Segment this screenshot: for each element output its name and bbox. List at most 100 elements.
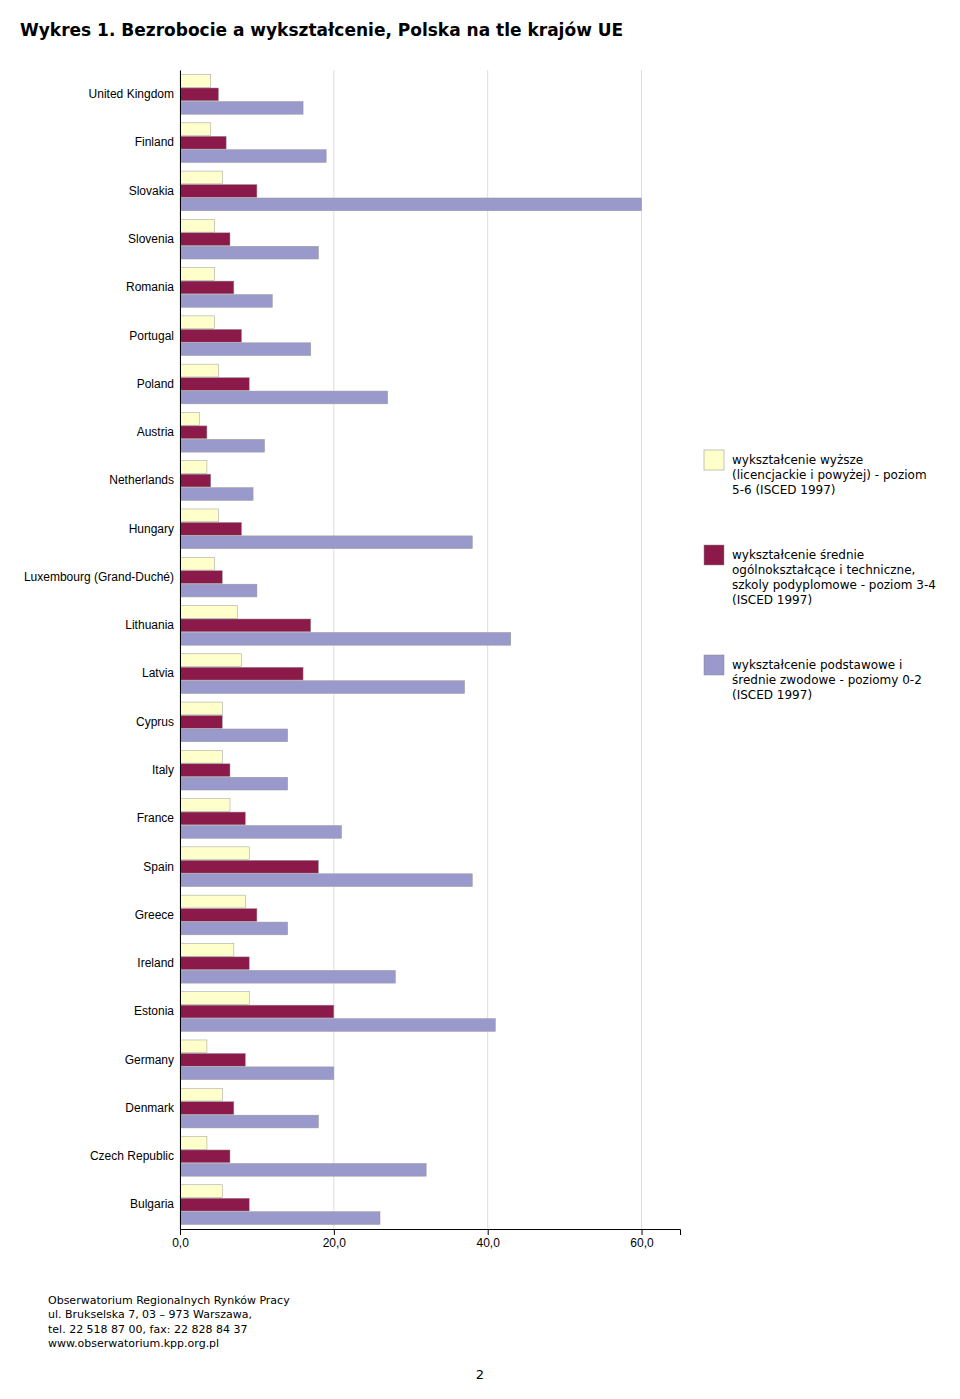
y-tick-label: Greece [135,908,175,922]
y-tick: United Kingdom [89,87,174,101]
y-tick: Denmark [125,1101,175,1115]
bar [180,943,234,956]
y-tick-label: Lithuania [125,618,174,632]
y-tick-label: Slovakia [129,184,175,198]
x-tick-mark [334,1229,335,1235]
y-axis-line [180,71,181,1230]
x-tick-label: 60,0 [630,1236,654,1250]
bar [180,729,288,742]
footer-text: Obserwatorium Regionalnych Rynków Pracyu… [48,1294,290,1350]
y-tick: Poland [137,377,174,391]
y-tick: Czech Republic [90,1149,174,1163]
bar [180,233,230,246]
y-tick-label: Czech Republic [90,1149,174,1163]
y-tick: Austria [137,425,175,439]
bar [180,992,249,1005]
legend-item: wykształcenie podstawowe iśrednie zwodow… [704,655,922,702]
y-tick-label: Luxembourg (Grand-Duché) [24,570,174,584]
bar [180,632,511,645]
bar [180,970,395,983]
x-tick-mark [642,1229,643,1235]
legend-swatch [704,450,724,470]
x-tick-label: 40,0 [477,1236,501,1250]
plot: 0,0 20,0 40,0 60,0 United Kingdom Finland Slov… [24,70,681,1250]
y-tick: Romania [126,280,174,294]
y-tick-label: Germany [125,1053,174,1067]
legend-item: wykształcenie wyższe(licencjackie i powy… [704,450,927,497]
bar [180,329,242,342]
y-tick: Cyprus [136,715,174,729]
bar [180,364,218,377]
bar [180,536,472,549]
y-tick-label: Romania [126,280,174,294]
bar [180,799,230,812]
bar [180,1102,234,1115]
bar [180,75,211,88]
bar [180,1040,207,1053]
y-tick-label: Netherlands [109,473,174,487]
y-tick-label: Estonia [134,1004,174,1018]
bar [180,1088,222,1101]
x-tick-mark [488,1229,489,1235]
y-tick-label: Latvia [142,666,174,680]
bar [180,874,472,887]
bar [180,198,642,211]
bar [180,847,249,860]
y-tick-label: United Kingdom [89,87,174,101]
bar [180,1115,318,1128]
bar [180,101,303,114]
y-tick-label: Portugal [129,329,174,343]
bar [180,474,211,487]
bar [180,1019,495,1032]
x-axis: 0,0 20,0 40,0 60,0 [172,1229,680,1250]
grid-line [487,70,488,1229]
bar [180,584,257,597]
bar [180,895,245,908]
bar [180,1150,230,1163]
y-tick: Finland [135,135,174,149]
y-tick: Lithuania [125,618,174,632]
series [180,101,642,1224]
y-tick: Greece [135,908,175,922]
y-tick: Germany [125,1053,174,1067]
bar [180,557,215,570]
bar [180,909,257,922]
bar [180,281,234,294]
legend-label: wykształcenie wyższe(licencjackie i powy… [732,453,927,497]
bar [180,378,249,391]
y-axis: United KingdomFinlandSlovakiaSloveniaRom… [24,71,181,1230]
bar [180,343,311,356]
y-tick-label: Hungary [129,522,174,536]
bar [180,439,265,452]
bar [180,488,253,501]
y-tick-label: Finland [135,135,174,149]
bar [180,1212,380,1225]
bar [180,654,242,667]
grid [180,70,642,1229]
bar [180,268,215,281]
x-tick: 0,0 [172,1229,189,1250]
chart-svg: Wykres 1. Bezrobocie a wykształcenie, Po… [0,0,960,1399]
bar [180,391,388,404]
y-tick-label: France [137,811,175,825]
y-tick-label: Ireland [137,956,174,970]
grid-line [180,70,181,1229]
y-tick-label: Cyprus [136,715,174,729]
bar [180,1053,245,1066]
bar [180,750,222,763]
y-tick-label: Spain [143,860,174,874]
bar [180,150,326,163]
bar [180,1198,249,1211]
bar [180,136,226,149]
y-tick-label: Bulgaria [130,1197,174,1211]
bar [180,185,257,198]
bar [180,509,218,522]
x-tick-label: 20,0 [323,1236,347,1250]
y-tick-label: Italy [152,763,174,777]
x-tick-mark [180,1229,181,1235]
y-tick: Netherlands [109,473,174,487]
y-tick: Spain [143,860,174,874]
bar [180,295,272,308]
legend-label: wykształcenie podstawowe iśrednie zwodow… [732,658,922,702]
x-tick: 20,0 [323,1229,347,1250]
